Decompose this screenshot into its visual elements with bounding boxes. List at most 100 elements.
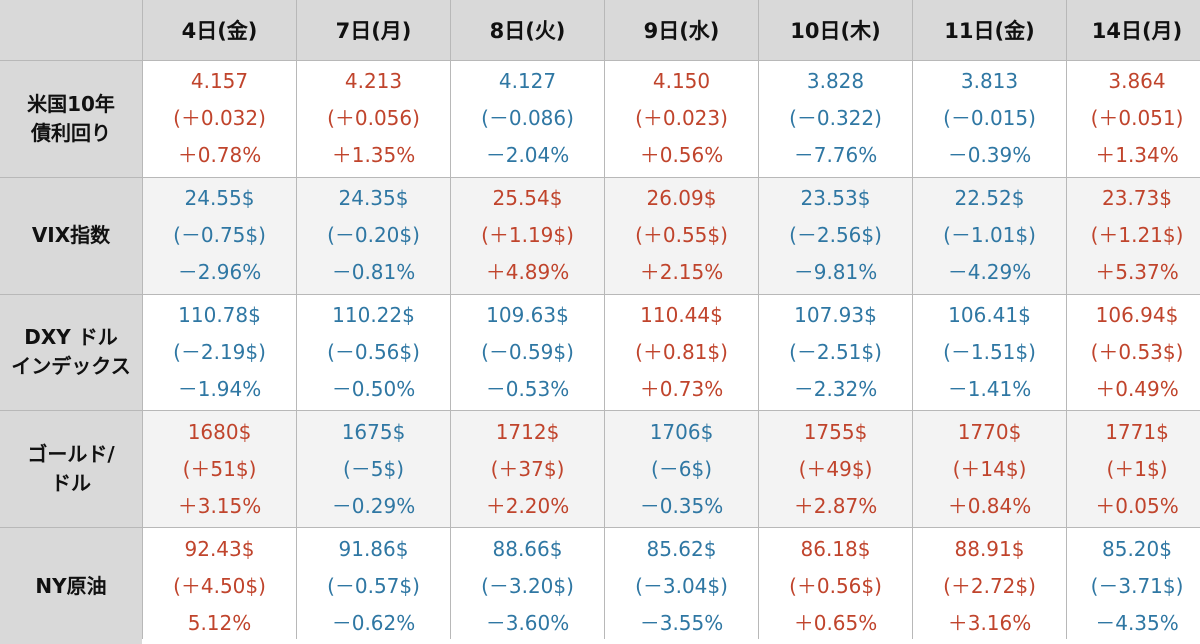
table-cell: 91.86$ (－0.57$) －0.62% xyxy=(297,528,450,644)
cell-change: (＋0.056) xyxy=(327,106,420,131)
cell-pct: ＋5.37% xyxy=(1095,260,1179,285)
cell-change: (＋0.53$) xyxy=(1090,339,1184,364)
cell-value: 1675$ xyxy=(341,419,406,444)
table-cell: 1770$ (＋14$) ＋0.84% xyxy=(913,411,1066,528)
cell-change: (－0.75$) xyxy=(173,223,266,248)
cell-value: 86.18$ xyxy=(800,536,871,561)
cell-pct: －1.41% xyxy=(947,376,1032,401)
row-label-line: VIX指数 xyxy=(31,223,111,248)
cell-change: (＋1.21$) xyxy=(1090,223,1184,248)
cell-pct: ＋4.89% xyxy=(485,260,570,285)
table-cell: 4.157 (＋0.032) ＋0.78% xyxy=(143,61,296,177)
cell-value: 1706$ xyxy=(649,419,714,444)
cell-change: (＋0.023) xyxy=(635,106,728,131)
cell-change: (－2.51$) xyxy=(789,339,882,364)
cell-pct: －0.35% xyxy=(639,493,724,518)
cell-pct: －2.04% xyxy=(485,143,570,168)
cell-value: 1755$ xyxy=(803,419,868,444)
cell-pct: －0.39% xyxy=(947,143,1032,168)
cell-change: (＋0.81$) xyxy=(635,339,728,364)
column-header: 14日(月) xyxy=(1067,0,1200,60)
cell-pct: －7.76% xyxy=(793,143,878,168)
table-cell: 1706$ (－6$) －0.35% xyxy=(605,411,758,528)
cell-change: (－1.01$) xyxy=(943,223,1036,248)
cell-value: 1770$ xyxy=(957,419,1022,444)
cell-value: 1771$ xyxy=(1105,419,1169,444)
row-label: ゴールド/ドル xyxy=(0,411,142,528)
cell-value: 110.44$ xyxy=(640,302,723,327)
cell-change: (＋51$) xyxy=(182,456,257,481)
cell-change: (－5$) xyxy=(342,456,405,481)
cell-change: (－0.20$) xyxy=(327,223,420,248)
cell-pct: －3.55% xyxy=(639,610,724,635)
table-cell: 1771$ (＋1$) ＋0.05% xyxy=(1067,411,1200,528)
table-cell: 23.53$ (－2.56$) －9.81% xyxy=(759,177,912,294)
cell-change: (－3.04$) xyxy=(635,573,728,598)
cell-change: (－0.086) xyxy=(481,106,574,131)
row-label: 米国10年 債利回り xyxy=(0,61,142,177)
cell-change: (＋2.72$) xyxy=(943,573,1036,598)
table-cell: 26.09$ (＋0.55$) ＋2.15% xyxy=(605,177,758,294)
cell-pct: －0.62% xyxy=(331,610,416,635)
cell-value: 3.813 xyxy=(960,69,1019,94)
cell-value: 85.62$ xyxy=(646,536,717,561)
cell-value: 106.94$ xyxy=(1095,302,1179,327)
column-header: 10日(木) xyxy=(759,0,912,60)
cell-change: (＋0.051) xyxy=(1090,106,1184,131)
row-label-line: ゴールド/ xyxy=(27,442,115,467)
cell-value: 3.828 xyxy=(806,69,865,94)
table-cell: 88.66$ (－3.20$) －3.60% xyxy=(451,528,604,644)
cell-value: 26.09$ xyxy=(646,186,717,211)
cell-value: 88.66$ xyxy=(492,536,563,561)
row-label-line: ドル xyxy=(51,471,91,496)
cell-pct: ＋2.20% xyxy=(485,493,570,518)
table-cell: 3.864 (＋0.051) ＋1.34% xyxy=(1067,61,1200,177)
table-cell: 110.44$ (＋0.81$) ＋0.73% xyxy=(605,294,758,411)
cell-pct: ＋0.73% xyxy=(639,376,724,401)
cell-pct: －1.94% xyxy=(177,376,262,401)
cell-value: 23.73$ xyxy=(1102,186,1172,211)
table-cell: 85.62$ (－3.04$) －3.55% xyxy=(605,528,758,644)
table-cell: 110.78$ (－2.19$) －1.94% xyxy=(143,294,296,411)
cell-pct: ＋0.05% xyxy=(1095,493,1179,518)
cell-change: (＋4.50$) xyxy=(173,573,266,598)
cell-change: (＋37$) xyxy=(490,456,565,481)
cell-pct: ＋3.16% xyxy=(947,610,1032,635)
column-header: 7日(月) xyxy=(297,0,450,60)
table-cell: 24.35$ (－0.20$) －0.81% xyxy=(297,177,450,294)
cell-change: (－2.56$) xyxy=(789,223,882,248)
cell-change: (－3.20$) xyxy=(481,573,574,598)
column-header: 11日(金) xyxy=(913,0,1066,60)
table-cell: 1712$ (＋37$) ＋2.20% xyxy=(451,411,604,528)
cell-pct: ＋0.84% xyxy=(947,493,1032,518)
table-cell: 25.54$ (＋1.19$) ＋4.89% xyxy=(451,177,604,294)
row-label: VIX指数 xyxy=(0,177,142,294)
cell-value: 109.63$ xyxy=(486,302,569,327)
row-label-line: 債利回り xyxy=(31,120,111,145)
row-label-line: DXY ドル xyxy=(24,325,118,350)
cell-change: (－0.59$) xyxy=(481,339,574,364)
cell-value: 107.93$ xyxy=(794,302,877,327)
cell-value: 24.35$ xyxy=(338,186,409,211)
table-cell: 1675$ (－5$) －0.29% xyxy=(297,411,450,528)
cell-value: 106.41$ xyxy=(948,302,1031,327)
cell-change: (－6$) xyxy=(650,456,713,481)
table-cell: 1680$ (＋51$) ＋3.15% xyxy=(143,411,296,528)
cell-pct: －0.29% xyxy=(331,493,416,518)
row-label-line: NY原油 xyxy=(35,573,107,598)
cell-value: 4.213 xyxy=(344,69,403,94)
cell-pct: －0.81% xyxy=(331,260,416,285)
cell-pct: －2.96% xyxy=(177,260,262,285)
table-cell: 88.91$ (＋2.72$) ＋3.16% xyxy=(913,528,1066,644)
cell-change: (＋49$) xyxy=(798,456,873,481)
cell-change: (＋14$) xyxy=(952,456,1027,481)
cell-value: 4.150 xyxy=(652,69,711,94)
cell-value: 22.52$ xyxy=(954,186,1025,211)
cell-value: 110.22$ xyxy=(332,302,415,327)
cell-pct: －9.81% xyxy=(793,260,878,285)
cell-value: 91.86$ xyxy=(338,536,409,561)
cell-change: (－0.015) xyxy=(943,106,1036,131)
cell-pct: ＋1.35% xyxy=(331,143,416,168)
table-cell: 4.150 (＋0.023) ＋0.56% xyxy=(605,61,758,177)
table-cell: 86.18$ (＋0.56$) ＋0.65% xyxy=(759,528,912,644)
